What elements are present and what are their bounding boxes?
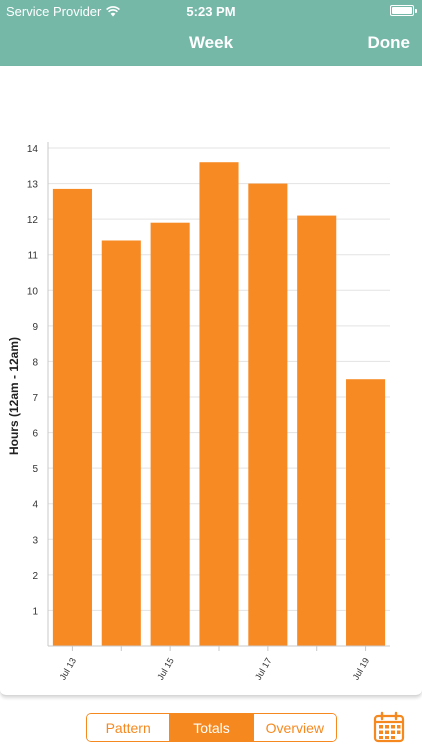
segment-pattern-label: Pattern (105, 719, 151, 736)
bar-jul-18[interactable] (297, 215, 337, 647)
nav-bar: Week Done (0, 22, 422, 66)
y-tick-label: 8 (32, 357, 38, 368)
view-segmented-control: Pattern Totals Overview (86, 713, 337, 742)
battery-level (392, 7, 412, 14)
y-tick-label: 4 (32, 500, 38, 511)
segment-overview-label: Overview (265, 719, 324, 736)
y-axis-title: Hours (12am - 12am) (7, 337, 21, 455)
y-tick-label: 10 (27, 286, 39, 297)
y-tick-label: 7 (32, 393, 38, 404)
bar-jul-16[interactable] (199, 162, 239, 646)
chart-card: 1 2 3 4 5 6 7 8 9 10 11 12 13 14 Jul 13 Jul 15 Jul 17 Jul… (0, 66, 422, 696)
done-button[interactable]: Done (367, 33, 411, 52)
y-tick-label: 2 (32, 571, 38, 582)
y-tick-label: 14 (27, 144, 39, 155)
calendar-icon[interactable] (373, 711, 405, 743)
y-tick-label: 11 (28, 251, 39, 262)
x-tick-label: Jul 13 (57, 656, 78, 682)
status-bar: Service Provider 5:23 PM (0, 0, 422, 22)
y-tick-label: 12 (27, 215, 39, 226)
x-tick-label: Jul 17 (253, 656, 274, 682)
bar-jul-13[interactable] (52, 188, 92, 646)
segment-totals-label: Totals (193, 719, 230, 736)
x-tick-label: Jul 19 (351, 656, 372, 682)
bottom-toolbar: Pattern Totals Overview (0, 700, 422, 750)
bar-jul-17[interactable] (248, 183, 288, 647)
y-tick-label: 9 (32, 322, 38, 333)
y-tick-label: 6 (32, 429, 38, 440)
y-tick-label: 13 (27, 180, 39, 191)
wifi-icon (106, 6, 121, 17)
bar-jul-19[interactable] (346, 379, 386, 646)
carrier-group: Service Provider (6, 4, 121, 19)
x-tick-label: Jul 15 (155, 656, 176, 682)
segment-pattern[interactable]: Pattern (87, 714, 170, 741)
y-tick-label: 1 (32, 606, 38, 617)
bar-jul-14[interactable] (101, 240, 141, 646)
y-tick-label: 3 (32, 535, 38, 546)
segment-totals[interactable]: Totals (169, 714, 253, 741)
y-tick-label: 5 (32, 464, 38, 475)
bar-jul-15[interactable] (150, 222, 190, 646)
carrier-name: Service Provider (6, 4, 102, 19)
segment-overview[interactable]: Overview (252, 714, 336, 741)
status-time: 5:23 PM (186, 4, 236, 19)
page-title: Week (188, 33, 234, 52)
battery-icon (390, 5, 417, 16)
